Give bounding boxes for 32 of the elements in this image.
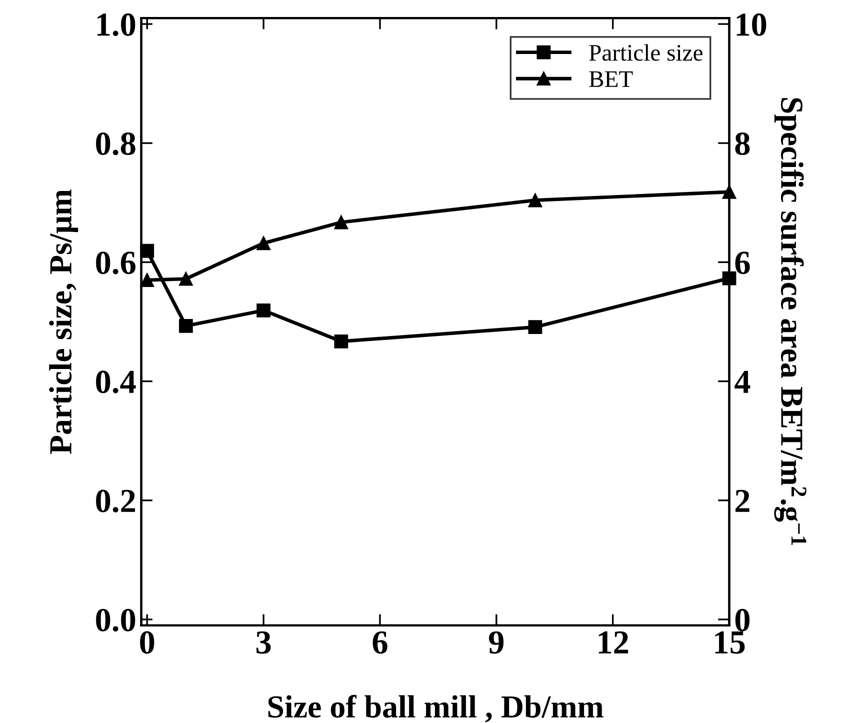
- x-axis-title: Size of ball mill , Db/mm: [268, 694, 604, 722]
- y2-axis-title: Specific surface area BET/m$^{2}$.g$^{−1}$: [774, 98, 806, 545]
- point: [256, 303, 270, 318]
- y2-tick-label: 2: [736, 490, 750, 512]
- y-tick-label: 0.0: [96, 608, 136, 632]
- y2-tick-label: 6: [735, 252, 750, 274]
- x-tick-label: 15: [715, 631, 745, 654]
- x-tick-label: 12: [598, 631, 628, 654]
- x-tick-label: 3: [256, 631, 271, 654]
- point: [334, 215, 348, 230]
- y-tick-label: 0.8: [96, 132, 136, 156]
- point: [528, 193, 542, 208]
- legend-label: BET: [589, 71, 633, 87]
- x-tick-label: 6: [372, 631, 388, 654]
- legend-label: Particle size: [589, 44, 702, 61]
- point: [256, 236, 270, 250]
- point: [528, 320, 542, 334]
- y2-tick-label: 8: [735, 132, 750, 156]
- x-tick-label: 9: [488, 631, 504, 654]
- point: [140, 273, 154, 287]
- y-axis-title: Particle size, Ps/μm: [49, 189, 78, 454]
- y-tick-label: 0.2: [96, 490, 135, 512]
- y2-tick-label: 10: [736, 13, 766, 36]
- x-tick-label: 0: [140, 631, 154, 654]
- point: [334, 334, 348, 348]
- y2-tick-label: 4: [734, 370, 750, 393]
- point: [178, 272, 193, 286]
- y-tick-label: 0.4: [96, 370, 136, 394]
- point: [178, 318, 193, 333]
- y-tick-label: 1.0: [97, 13, 136, 36]
- y2-tick-label: 0: [735, 608, 750, 632]
- y-tick-label: 0.6: [96, 252, 136, 274]
